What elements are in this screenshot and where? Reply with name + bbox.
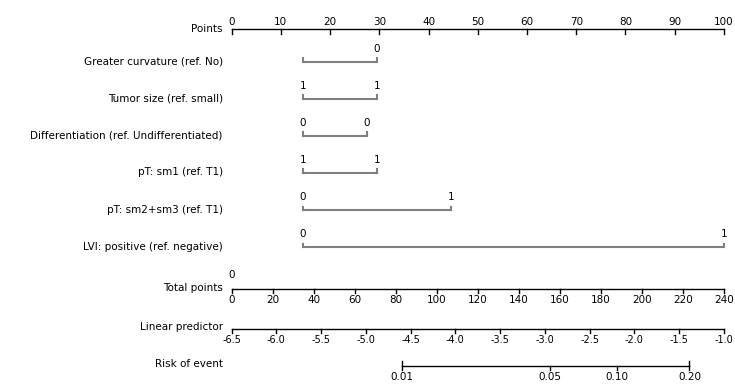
Text: -4.0: -4.0: [446, 335, 465, 345]
Text: 80: 80: [389, 295, 402, 305]
Text: Risk of event: Risk of event: [154, 359, 223, 369]
Text: 0: 0: [373, 44, 380, 54]
Text: 0: 0: [300, 229, 306, 239]
Text: 40: 40: [307, 295, 320, 305]
Text: 30: 30: [373, 17, 386, 27]
Text: 1: 1: [373, 81, 380, 91]
Text: 240: 240: [714, 295, 734, 305]
Text: 0.05: 0.05: [538, 372, 562, 382]
Text: 80: 80: [619, 17, 632, 27]
Text: pT: sm1 (ref. T1): pT: sm1 (ref. T1): [137, 167, 223, 177]
Text: 0: 0: [229, 17, 234, 27]
Text: 0: 0: [300, 118, 306, 128]
Text: -6.5: -6.5: [222, 335, 241, 345]
Text: -3.5: -3.5: [491, 335, 509, 345]
Text: -1.5: -1.5: [670, 335, 689, 345]
Text: -4.5: -4.5: [401, 335, 420, 345]
Text: 0: 0: [229, 270, 234, 280]
Text: 1: 1: [373, 155, 380, 165]
Text: 0.10: 0.10: [606, 372, 628, 382]
Text: 1: 1: [300, 155, 306, 165]
Text: -1.0: -1.0: [714, 335, 734, 345]
Text: 1: 1: [720, 229, 728, 239]
Text: 100: 100: [427, 295, 447, 305]
Text: Linear predictor: Linear predictor: [140, 322, 223, 332]
Text: 160: 160: [550, 295, 570, 305]
Text: 1: 1: [448, 192, 454, 202]
Text: 0.20: 0.20: [678, 372, 701, 382]
Text: 20: 20: [266, 295, 279, 305]
Text: 40: 40: [422, 17, 435, 27]
Text: Points: Points: [191, 24, 223, 34]
Text: -2.5: -2.5: [580, 335, 599, 345]
Text: 200: 200: [632, 295, 652, 305]
Text: Total points: Total points: [163, 283, 223, 293]
Text: 50: 50: [471, 17, 484, 27]
Text: Tumor size (ref. small): Tumor size (ref. small): [107, 93, 223, 103]
Text: LVI: positive (ref. negative): LVI: positive (ref. negative): [83, 242, 223, 252]
Text: 20: 20: [323, 17, 337, 27]
Text: 0: 0: [364, 118, 370, 128]
Text: 0: 0: [300, 192, 306, 202]
Text: 140: 140: [509, 295, 528, 305]
Text: -5.5: -5.5: [312, 335, 331, 345]
Text: 0.01: 0.01: [390, 372, 414, 382]
Text: Greater curvature (ref. No): Greater curvature (ref. No): [84, 56, 223, 66]
Text: 1: 1: [300, 81, 306, 91]
Text: 220: 220: [673, 295, 693, 305]
Text: 90: 90: [668, 17, 681, 27]
Text: -6.0: -6.0: [267, 335, 286, 345]
Text: 180: 180: [591, 295, 611, 305]
Text: 10: 10: [274, 17, 287, 27]
Text: pT: sm2+sm3 (ref. T1): pT: sm2+sm3 (ref. T1): [107, 205, 223, 215]
Text: -5.0: -5.0: [356, 335, 376, 345]
Text: 70: 70: [570, 17, 583, 27]
Text: 120: 120: [468, 295, 487, 305]
Text: 60: 60: [348, 295, 361, 305]
Text: -2.0: -2.0: [625, 335, 644, 345]
Text: 100: 100: [714, 17, 734, 27]
Text: 0: 0: [229, 295, 234, 305]
Text: -3.0: -3.0: [536, 335, 554, 345]
Text: 60: 60: [520, 17, 534, 27]
Text: Differentiation (ref. Undifferentiated): Differentiation (ref. Undifferentiated): [30, 131, 223, 141]
